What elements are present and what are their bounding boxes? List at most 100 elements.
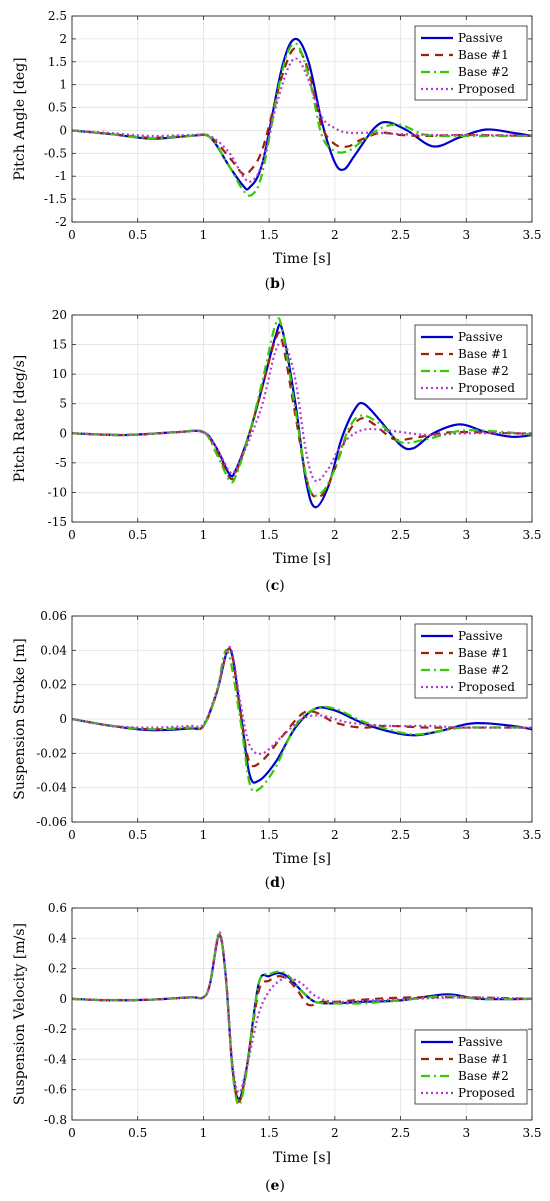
y-tick-label: -0.2 — [44, 1022, 67, 1036]
y-tick-label: 0.5 — [48, 101, 67, 115]
x-tick-label: 0 — [68, 528, 76, 542]
x-axis-label: Time [s] — [273, 251, 331, 267]
series-line-base-2 — [72, 317, 532, 497]
x-tick-label: 2.5 — [391, 1126, 410, 1140]
series-group — [72, 645, 532, 793]
chart-pitch-rate: 0 0.5 1 1.5 2 2.5 3 3.5 -15 -10 -5 0 5 10 15 20 Time [s]… — [12, 308, 542, 567]
legend-label: Passive — [458, 1035, 503, 1049]
axes-box — [71, 907, 533, 1121]
x-tick-label: 1 — [200, 1126, 208, 1140]
x-tick-label: 2 — [331, 1126, 339, 1140]
y-tick-label: 20 — [52, 308, 67, 322]
y-tick-label: 0.4 — [48, 931, 67, 945]
y-tick-label: 5 — [59, 397, 67, 411]
y-tick-label: 0.06 — [40, 609, 67, 623]
x-tick-label: 1.5 — [260, 528, 279, 542]
legend-label: Proposed — [458, 680, 515, 694]
series-line-base-2 — [72, 649, 532, 793]
panel-caption-d: (d) — [264, 875, 286, 891]
chart-panel-b: 0 0.5 1 1.5 2 2.5 3 3.5 -2 -1.5 -1 -0.5 0 0.5 1 1.5 2 2.5… — [0, 0, 550, 276]
y-axis-label: Pitch Angle [deg] — [12, 57, 28, 180]
y-tick-label: 0.02 — [40, 678, 67, 692]
legend-label: Passive — [458, 629, 503, 643]
chart-panel-e: 0 0.5 1 1.5 2 2.5 3 3.5 -0.8 -0.6 -0.4 -0.2 0 0.2 0.4 0… — [0, 900, 550, 1180]
chart-panel-c: 0 0.5 1 1.5 2 2.5 3 3.5 -15 -10 -5 0 5 10 15 20 Time [s]… — [0, 305, 550, 581]
y-tick-label: 0.6 — [48, 901, 67, 915]
x-tick-label: 2.5 — [391, 828, 410, 842]
x-tick-label: 3 — [462, 528, 470, 542]
y-tick-label: -2 — [55, 215, 67, 229]
x-tick-label: 1.5 — [260, 828, 279, 842]
legend-label: Passive — [458, 330, 503, 344]
y-axis-label: Suspension Velocity [m/s] — [12, 923, 28, 1105]
x-tick-label: 2.5 — [391, 528, 410, 542]
y-tick-label: -0.04 — [36, 781, 67, 795]
legend-label: Base #1 — [458, 1052, 509, 1066]
y-tick-label: -0.02 — [36, 746, 67, 760]
y-tick-label: -15 — [48, 515, 67, 529]
axes-box — [71, 615, 533, 823]
y-tick-label: 10 — [52, 367, 67, 381]
chart-suspension-stroke: 0 0.5 1 1.5 2 2.5 3 3.5 -0.06 -0.04 -0.02 0 0.02 0.04… — [12, 609, 542, 867]
x-axis-label: Time [s] — [273, 851, 331, 867]
x-tick-label: 3.5 — [522, 228, 541, 242]
y-tick-label: -5 — [55, 456, 67, 470]
panel-caption-c: (c) — [265, 578, 285, 594]
series-group — [72, 931, 532, 1106]
y-tick-label: 0 — [59, 712, 67, 726]
x-tick-label: 1 — [200, 528, 208, 542]
series-line-base-1 — [72, 934, 532, 1103]
x-tick-label: 3.5 — [522, 828, 541, 842]
y-tick-label: -0.5 — [44, 146, 67, 160]
x-axis-label: Time [s] — [273, 551, 331, 567]
x-tick-label: 1 — [200, 228, 208, 242]
y-tick-label: 2.5 — [48, 9, 67, 23]
y-axis-label: Suspension Stroke [m] — [12, 638, 28, 799]
x-tick-label: 0.5 — [128, 528, 147, 542]
y-tick-label: 0 — [59, 426, 67, 440]
y-tick-label: 2 — [59, 32, 67, 46]
x-tick-label: 0.5 — [128, 228, 147, 242]
legend: Passive Base #1 Base #2 Proposed — [414, 1029, 528, 1105]
y-tick-label: -10 — [48, 485, 67, 499]
axes-box — [71, 314, 533, 523]
series-group — [72, 317, 532, 509]
x-tick-label: 1 — [200, 828, 208, 842]
x-tick-label: 0 — [68, 228, 76, 242]
y-tick-label: -1.5 — [44, 192, 67, 206]
y-tick-label: 0 — [59, 992, 67, 1006]
series-line-proposed — [72, 340, 532, 483]
y-tick-label: -1 — [55, 169, 67, 183]
legend-label: Base #1 — [458, 646, 509, 660]
x-tick-label: 3.5 — [522, 528, 541, 542]
y-tick-label: 1 — [59, 78, 67, 92]
legend-label: Passive — [458, 31, 503, 45]
panel-caption-e: (e) — [265, 1178, 285, 1194]
y-tick-label: -0.4 — [44, 1052, 68, 1066]
x-tick-label: 0 — [68, 1126, 76, 1140]
series-line-base-2 — [72, 42, 532, 197]
y-tick-label: 1.5 — [48, 55, 67, 69]
x-tick-label: 2 — [331, 828, 339, 842]
x-tick-label: 1.5 — [260, 1126, 279, 1140]
x-tick-label: 0 — [68, 828, 76, 842]
legend-label: Proposed — [458, 381, 515, 395]
y-tick-label: 0 — [59, 123, 67, 137]
y-tick-label: 0.2 — [48, 962, 67, 976]
legend: Passive Base #1 Base #2 Proposed — [414, 25, 528, 101]
x-tick-label: 2 — [331, 228, 339, 242]
y-tick-label: -0.6 — [44, 1083, 67, 1097]
x-tick-label: 3 — [462, 1126, 470, 1140]
y-axis-label: Pitch Rate [deg/s] — [12, 355, 28, 482]
axes-box — [71, 15, 533, 223]
legend-label: Base #1 — [458, 347, 509, 361]
legend-label: Base #2 — [458, 364, 509, 378]
x-tick-label: 2 — [331, 528, 339, 542]
chart-panel-d: 0 0.5 1 1.5 2 2.5 3 3.5 -0.06 -0.04 -0.02 0 0.02 0.04… — [0, 604, 550, 880]
x-tick-label: 0.5 — [128, 1126, 147, 1140]
x-tick-label: 3.5 — [522, 1126, 541, 1140]
chart-pitch-angle: 0 0.5 1 1.5 2 2.5 3 3.5 -2 -1.5 -1 -0.5 0 0.5 1 1.5 2 2.5… — [12, 9, 542, 267]
legend: Passive Base #1 Base #2 Proposed — [414, 623, 528, 699]
series-line-base-2 — [72, 932, 532, 1106]
